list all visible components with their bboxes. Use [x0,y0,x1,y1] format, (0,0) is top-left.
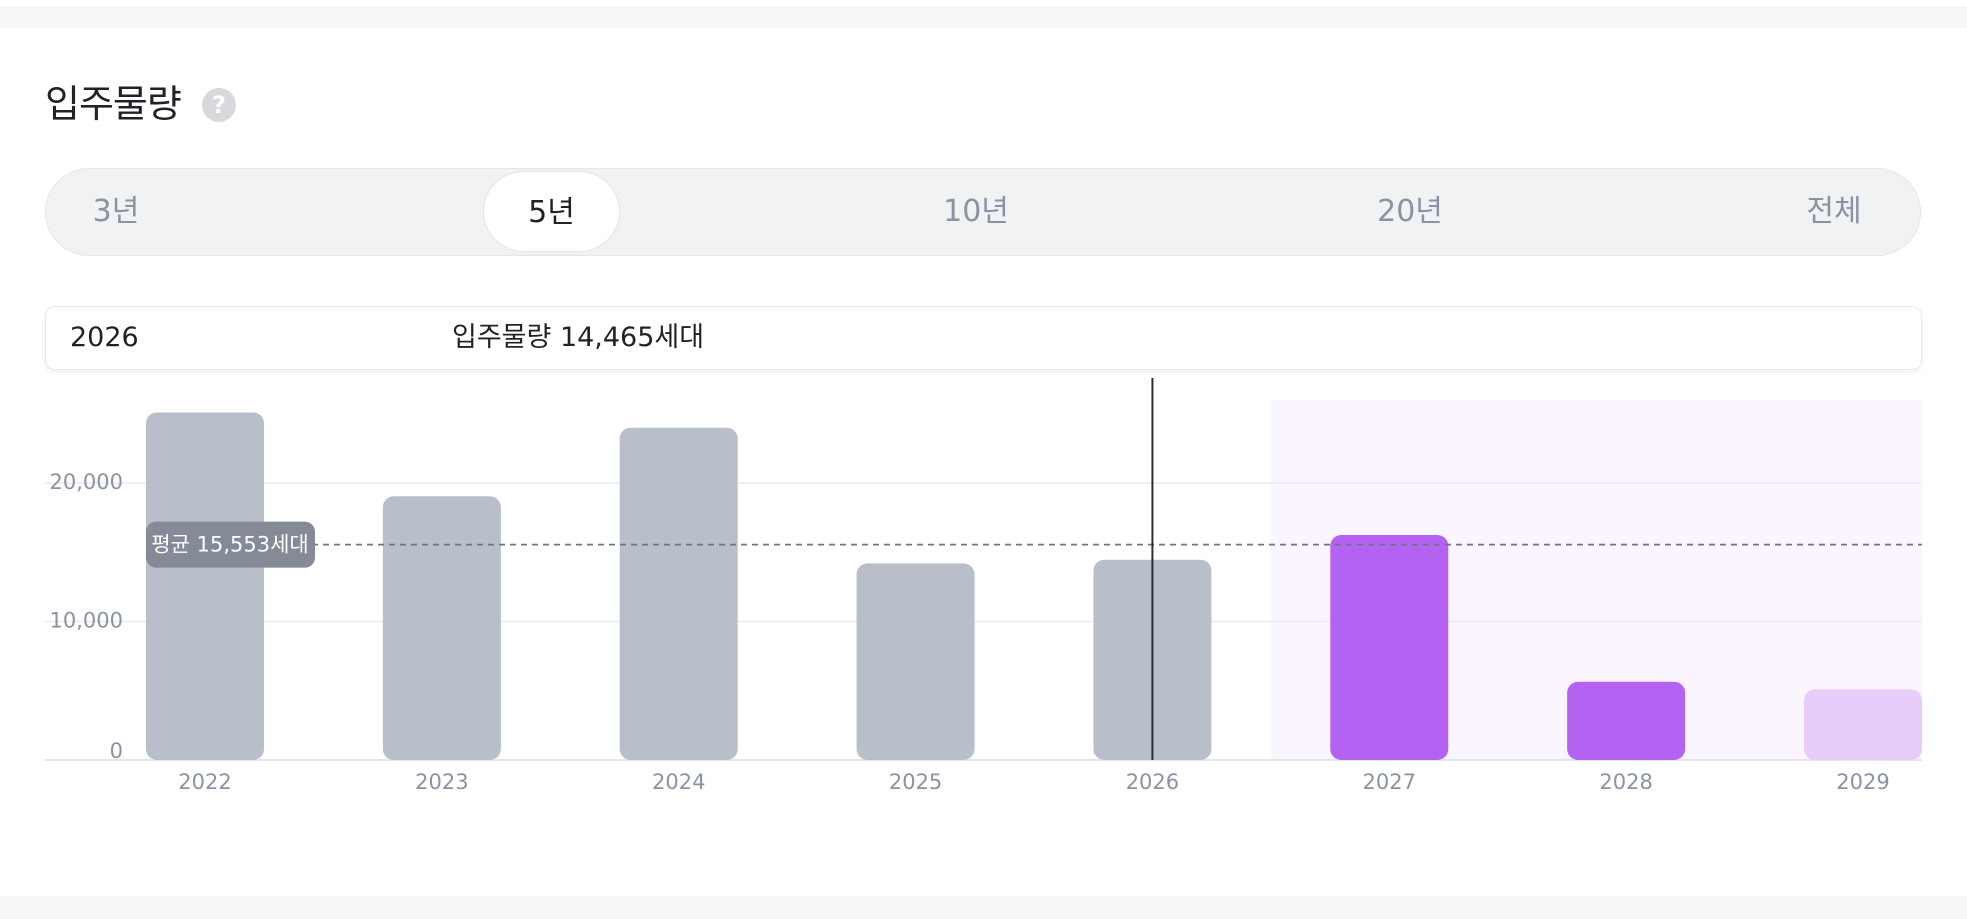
y-tick-label: 0 [110,739,123,763]
average-badge [146,521,315,568]
section-title: 입주물량 [45,82,182,126]
period-selector: 3년 5년 10년 20년 전체 [45,168,1921,256]
bottom-separator-band [0,896,1967,919]
x-tick-label: 2025 [889,770,942,794]
bar-2025[interactable] [856,563,975,760]
bar-2027[interactable] [1330,535,1449,760]
top-separator-band [0,6,1967,28]
y-tick-label: 10,000 [50,609,123,633]
x-tick-label: 2024 [652,770,705,794]
period-tab-10y[interactable]: 10년 [943,194,1009,229]
x-tick-label: 2029 [1836,770,1889,794]
x-tick-label: 2028 [1599,770,1652,794]
bar-2022[interactable] [146,412,264,760]
selected-value: 입주물량 14,465세대 [452,322,705,353]
x-tick-label: 2027 [1363,770,1416,794]
x-tick-label: 2023 [415,770,468,794]
x-tick-label: 2022 [178,770,231,794]
period-tab-20y[interactable]: 20년 [1377,194,1443,229]
y-tick-label: 20,000 [50,470,123,494]
x-tick-label: 2026 [1126,770,1179,794]
bar-2023[interactable] [382,496,501,760]
period-tab-3y[interactable]: 3년 [92,194,140,229]
period-tab-5y[interactable]: 5년 [483,171,620,252]
question-circle-icon[interactable]: ? [202,88,236,122]
average-label: 평균 15,553세대 [151,533,308,557]
period-tab-all[interactable]: 전체 [1806,194,1862,229]
selected-year-info: 2026 입주물량 14,465세대 [45,306,1922,370]
bar-2024[interactable] [619,427,738,760]
bar-2029[interactable] [1804,689,1922,760]
selected-year: 2026 [70,322,139,353]
bar-2028[interactable] [1567,681,1686,760]
